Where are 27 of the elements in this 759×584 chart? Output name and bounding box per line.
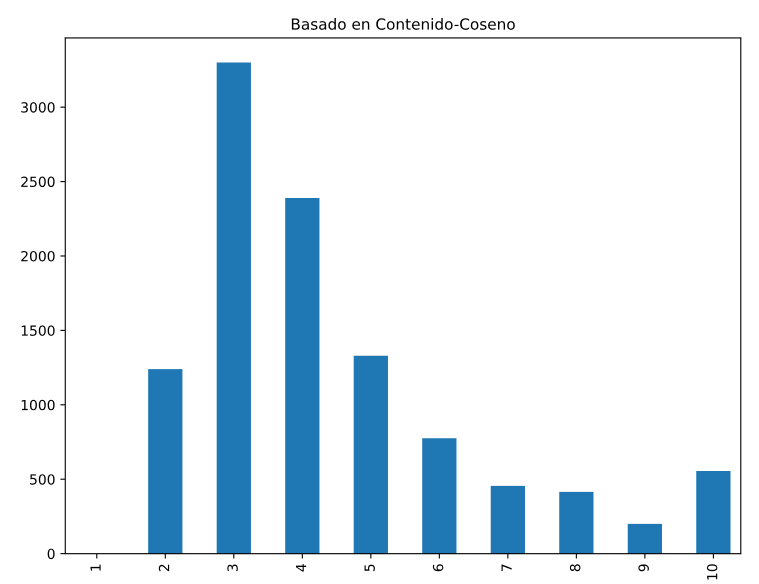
y-tick-label: 2500: [21, 176, 55, 188]
x-tick-label: 7: [502, 564, 512, 572]
x-tick-label: 4: [296, 564, 306, 572]
chart-title: Basado en Contenido-Coseno: [292, 18, 515, 30]
y-tick-label: 1500: [22, 325, 55, 336]
x-tick-label: 1: [90, 564, 101, 571]
bar: [422, 438, 456, 554]
bar: [354, 356, 388, 554]
x-tick-label: 6: [432, 564, 444, 572]
y-tick-label: 500: [30, 474, 55, 485]
x-tick-label: 8: [570, 564, 580, 572]
bar: [628, 524, 662, 554]
bar: [148, 369, 182, 554]
bar: [285, 198, 320, 554]
x-tick-label: 2: [158, 564, 170, 572]
x-tick-label: 9: [638, 564, 649, 572]
y-tick-label: 3000: [21, 102, 55, 113]
y-tick-label: 0: [48, 548, 55, 560]
x-tick-label: 3: [227, 564, 238, 572]
y-tick-label: 1000: [22, 400, 55, 410]
x-tick-label: 10: [706, 564, 718, 580]
bar: [696, 471, 731, 554]
y-tick-label: 2000: [21, 250, 55, 262]
bar: [216, 62, 251, 554]
bar: [490, 486, 525, 554]
x-tick-label: 5: [364, 564, 375, 572]
bar: [559, 492, 594, 554]
